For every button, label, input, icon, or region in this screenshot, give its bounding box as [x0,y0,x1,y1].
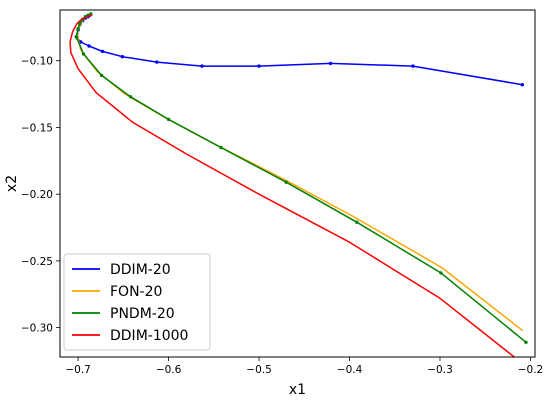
series-line [69,14,515,358]
data-point [87,44,91,48]
data-point [284,180,288,184]
data-point [120,55,125,59]
data-point [166,117,171,122]
legend-item: FON-20 [72,284,162,300]
data-point [219,145,223,150]
y-axis: −0.10 −0.15 −0.20 −0.25 −0.30 [21,56,60,335]
data-point [355,220,359,224]
y-tick-label: −0.10 [21,56,53,68]
data-point [439,271,443,275]
legend-box [63,253,211,351]
legend-label: FON-20 [110,284,162,300]
y-tick-label: −0.30 [21,323,53,335]
x-tick-label: −0.3 [427,364,453,376]
data-point [411,64,415,68]
data-point [76,27,80,31]
data-point [257,64,261,68]
x-tick-label: −0.4 [337,364,363,376]
data-point [520,83,524,87]
legend-label: DDIM-20 [110,262,171,278]
data-point [100,49,105,54]
legend-item: DDIM-20 [72,262,171,278]
data-point [155,60,159,64]
x-tick-label: −0.6 [156,364,182,376]
data-point [128,95,133,99]
data-point [74,35,79,39]
data-point [200,64,204,68]
y-axis-label: x2 [4,175,20,192]
x-tick-label: −0.5 [246,364,272,376]
data-point [81,52,86,56]
plot-frame [59,9,536,358]
legend-label: DDIM-1000 [110,328,188,344]
y-tick-label: −0.15 [21,122,53,134]
x-axis-label: x1 [289,382,306,398]
data-point [328,61,333,66]
y-tick-label: −0.20 [21,189,53,201]
data-point [99,73,104,78]
x-axis: −0.7 −0.6 −0.5 −0.4 −0.3 −0.2 [65,357,543,376]
series-ddim-1000 [69,14,515,358]
data-point [524,340,528,344]
legend-item: DDIM-1000 [72,328,188,344]
x-tick-label: −0.2 [518,364,544,376]
y-tick-label: −0.25 [21,256,53,268]
x-tick-label: −0.7 [65,364,91,376]
series-layer [69,12,528,358]
legend: DDIM-20 FON-20 PNDM-20 DDIM-1000 [63,253,211,351]
legend-item: PNDM-20 [72,306,175,322]
legend-label: PNDM-20 [110,306,175,322]
